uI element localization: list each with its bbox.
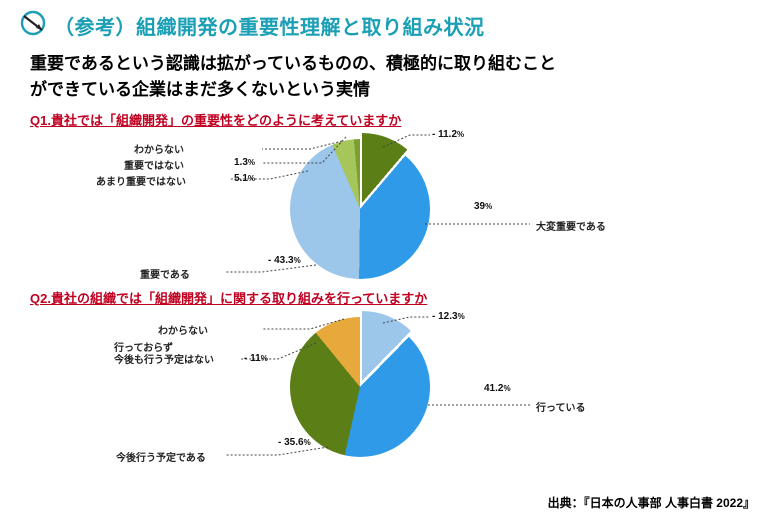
title-bar: （参考）組織開発の重要性理解と取り組み状況	[20, 10, 755, 41]
q2-label-doing: 行っている	[536, 399, 586, 414]
q2-pct-plan: - 35.6%	[278, 437, 311, 448]
q1-pct-wakaranai: - 11.2%	[432, 129, 464, 140]
q2-chart: わからない - 12.3% 行っている 41.2% 今後行う予定である - 35…	[30, 307, 745, 462]
source-citation: 出典：『日本の人事部 人事白書 2022』	[548, 494, 755, 511]
q1-label-very: 大変重要である	[536, 218, 606, 233]
q1-label-not: 重要ではない	[124, 157, 184, 172]
q2-label-noplan: 行っておらず今後も行う予定はない	[114, 343, 214, 366]
q2-label-wakaranai: わからない	[158, 322, 208, 337]
q1-pct-not: 1.3%	[234, 157, 255, 168]
q1-pct-notso: 5.1%	[234, 173, 255, 184]
q2-pct-doing: 41.2%	[484, 383, 511, 394]
q2-pct-noplan: - 11%	[244, 353, 268, 364]
subtitle: 重要であるという認識は拡がっているものの、積極的に取り組むこと ができている企業…	[30, 51, 745, 102]
q2-pie-main	[290, 317, 430, 457]
q1-label-wakaranai: わからない	[134, 141, 184, 156]
q1-label-important: 重要である	[140, 266, 190, 281]
q1-label-notso: あまり重要ではない	[96, 173, 186, 188]
q2-label-plan: 今後行う予定である	[116, 449, 206, 464]
q1-pct-very: 39%	[474, 201, 492, 212]
logo-icon	[20, 10, 46, 41]
subtitle-line2: ができている企業はまだ多くないという実情	[30, 80, 370, 99]
page-title: （参考）組織開発の重要性理解と取り組み状況	[54, 11, 485, 40]
q1-question: Q1.貴社では「組織開発」の重要性をどのように考えていますか	[30, 110, 745, 129]
q1-chart: わからない - 11.2% 大変重要である 39% 重要である - 43.3% …	[30, 129, 745, 284]
q2-pct-wakaranai: - 12.3%	[432, 311, 465, 322]
slide-root: （参考）組織開発の重要性理解と取り組み状況 重要であるという認識は拡がっているも…	[0, 0, 775, 517]
q1-pct-important: - 43.3%	[268, 255, 301, 266]
q1-pie-main	[290, 139, 430, 279]
subtitle-line1: 重要であるという認識は拡がっているものの、積極的に取り組むこと	[30, 54, 556, 73]
q2-question: Q2.貴社の組織では「組織開発」に関する取り組みを行っていますか	[30, 288, 745, 307]
